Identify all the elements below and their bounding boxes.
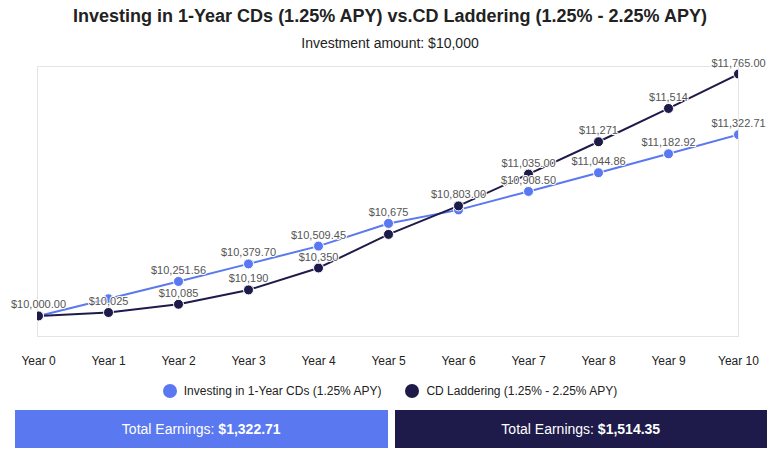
svg-text:Year 8: Year 8 (581, 354, 616, 368)
svg-text:$11,322.71: $11,322.71 (711, 117, 765, 129)
svg-text:Year 4: Year 4 (301, 354, 336, 368)
svg-text:$10,025: $10,025 (89, 295, 129, 307)
svg-text:Year 7: Year 7 (511, 354, 546, 368)
svg-text:$10,000.00: $10,000.00 (11, 298, 66, 310)
svg-text:$11,035.00: $11,035.00 (501, 157, 555, 169)
svg-text:$11,271: $11,271 (579, 124, 618, 136)
svg-text:$11,765.00: $11,765.00 (711, 57, 765, 69)
svg-text:$10,675: $10,675 (369, 206, 409, 218)
svg-text:$10,190: $10,190 (229, 272, 269, 284)
svg-text:Year 10: Year 10 (718, 354, 759, 368)
svg-text:$11,182.92: $11,182.92 (641, 136, 695, 148)
html-text:Investing in 1-Year CDs (1.25%: Investing in 1-Year CDs (1.25% APY) (183, 384, 382, 398)
svg-text:$10,509.45: $10,509.45 (291, 229, 346, 241)
svg-text:$11,044.86: $11,044.86 (571, 155, 625, 167)
svg-text:Year 3: Year 3 (231, 354, 266, 368)
svg-text:$10,085: $10,085 (159, 287, 199, 299)
svg-text:$10,908.50: $10,908.50 (501, 174, 556, 186)
html-text:Investing in 1-Year CDs (1.25%: Investing in 1-Year CDs (1.25% APY) vs.C… (73, 6, 707, 26)
svg-text:$10,803.00: $10,803.00 (431, 188, 486, 200)
svg-text:Year 5: Year 5 (371, 354, 406, 368)
svg-text:$10,379.70: $10,379.70 (221, 246, 276, 258)
svg-text:Year 9: Year 9 (651, 354, 686, 368)
html-text:Total Earnings: $1,514.35: Total Earnings: $1,514.35 (501, 421, 661, 437)
svg-text:$10,350: $10,350 (299, 250, 339, 262)
svg-text:$11,514: $11,514 (649, 91, 688, 103)
html-text:CD Laddering (1.25% - 2.25% AP: CD Laddering (1.25% - 2.25% APY) (426, 384, 618, 398)
html-text:Total Earnings: $1,322.71: Total Earnings: $1,322.71 (121, 421, 281, 437)
svg-text:$10,251.56: $10,251.56 (151, 264, 206, 276)
html-text:Investment amount: $10,000: Investment amount: $10,000 (301, 35, 479, 51)
svg-text:Year 1: Year 1 (91, 354, 126, 368)
svg-text:Year 2: Year 2 (161, 354, 196, 368)
svg-text:Year 6: Year 6 (441, 354, 476, 368)
svg-text:Year 0: Year 0 (21, 354, 56, 368)
